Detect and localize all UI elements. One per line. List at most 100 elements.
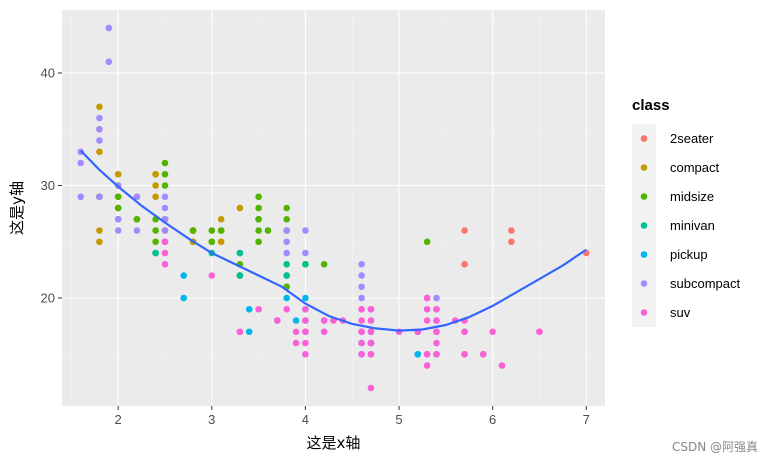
legend-label-subcompact: subcompact <box>670 276 740 291</box>
point-pickup <box>245 305 253 313</box>
legend-title: class <box>632 97 670 114</box>
point-midsize <box>255 238 262 246</box>
point-compact <box>96 238 103 246</box>
point-midsize <box>255 204 262 212</box>
point-minivan <box>302 260 309 268</box>
point-midsize <box>208 238 216 246</box>
point-2seater <box>461 227 468 234</box>
point-suv <box>358 317 365 324</box>
point-subcompact <box>96 137 103 144</box>
point-midsize <box>217 227 225 234</box>
panel-background <box>62 10 605 406</box>
point-midsize <box>114 204 122 212</box>
legend-swatch-minivan <box>640 222 648 229</box>
point-suv <box>302 339 309 347</box>
point-subcompact <box>283 238 290 246</box>
point-2seater <box>508 238 515 246</box>
point-subcompact <box>105 24 113 32</box>
point-suv <box>208 272 216 279</box>
point-suv <box>461 350 468 358</box>
x-tick-label: 6 <box>489 412 496 427</box>
point-suv <box>367 339 375 347</box>
point-suv <box>433 339 440 347</box>
point-midsize <box>264 227 272 234</box>
point-suv <box>367 317 375 324</box>
point-subcompact <box>105 58 113 66</box>
point-midsize <box>114 193 122 201</box>
point-suv <box>358 305 365 313</box>
legend-swatch-2seater <box>640 135 648 142</box>
point-suv <box>423 294 431 302</box>
point-suv <box>358 350 365 358</box>
point-suv <box>433 328 440 336</box>
point-suv <box>423 350 431 358</box>
point-suv <box>302 350 309 358</box>
point-subcompact <box>133 227 141 234</box>
point-midsize <box>152 227 159 234</box>
legend-swatch-suv <box>640 309 648 316</box>
point-subcompact <box>96 193 103 201</box>
point-subcompact <box>283 227 290 234</box>
point-pickup <box>414 350 422 358</box>
point-compact <box>152 193 159 201</box>
point-suv <box>292 328 300 336</box>
legend-label-2seater: 2seater <box>670 131 714 146</box>
point-pickup <box>292 317 300 324</box>
point-compact <box>236 204 244 212</box>
legend-label-compact: compact <box>670 160 720 175</box>
x-tick-label: 7 <box>583 412 590 427</box>
x-tick-label: 2 <box>115 412 122 427</box>
point-pickup <box>302 294 309 302</box>
point-subcompact <box>302 249 309 257</box>
point-compact <box>152 170 159 178</box>
point-suv <box>320 328 328 336</box>
point-midsize <box>208 227 216 234</box>
watermark: CSDN @阿强真 <box>671 440 758 454</box>
point-subcompact <box>161 227 169 234</box>
point-pickup <box>245 328 253 336</box>
smooth-trend-line <box>79 149 587 332</box>
legend-swatch-compact <box>640 164 648 171</box>
point-suv <box>302 305 309 313</box>
point-midsize <box>283 215 290 223</box>
point-subcompact <box>133 193 141 201</box>
point-suv <box>433 317 440 324</box>
data-points <box>77 24 590 392</box>
point-subcompact <box>283 249 290 257</box>
point-suv <box>161 260 169 268</box>
legend-swatch-pickup <box>640 251 648 258</box>
point-2seater <box>461 260 468 268</box>
point-suv <box>433 305 440 313</box>
point-2seater <box>508 227 515 234</box>
point-subcompact <box>433 294 440 302</box>
y-tick-label: 20 <box>41 291 55 306</box>
legend-label-pickup: pickup <box>670 247 708 262</box>
point-suv <box>423 305 431 313</box>
y-axis-title: 这是y轴 <box>8 181 26 235</box>
point-midsize <box>189 227 197 234</box>
point-suv <box>302 328 309 336</box>
point-suv <box>423 317 431 324</box>
point-compact <box>96 227 103 234</box>
point-suv <box>161 238 169 246</box>
point-subcompact <box>358 294 365 302</box>
point-subcompact <box>96 114 103 122</box>
x-tick-label: 3 <box>208 412 215 427</box>
point-midsize <box>423 238 431 246</box>
point-suv <box>274 317 281 324</box>
point-suv <box>423 362 431 369</box>
point-suv <box>433 350 440 358</box>
point-suv <box>479 350 487 358</box>
point-pickup <box>180 272 188 279</box>
point-subcompact <box>77 193 85 201</box>
x-tick-label: 5 <box>395 412 402 427</box>
point-subcompact <box>96 125 103 133</box>
x-axis: 2 3 4 5 6 7 <box>115 406 590 427</box>
y-axis: 20 30 40 <box>41 66 62 306</box>
point-suv <box>367 328 375 336</box>
point-subcompact <box>358 260 365 268</box>
legend-label-minivan: minivan <box>670 218 715 233</box>
legend-swatch-midsize <box>640 193 648 200</box>
point-suv <box>320 317 328 324</box>
point-suv <box>236 328 244 336</box>
